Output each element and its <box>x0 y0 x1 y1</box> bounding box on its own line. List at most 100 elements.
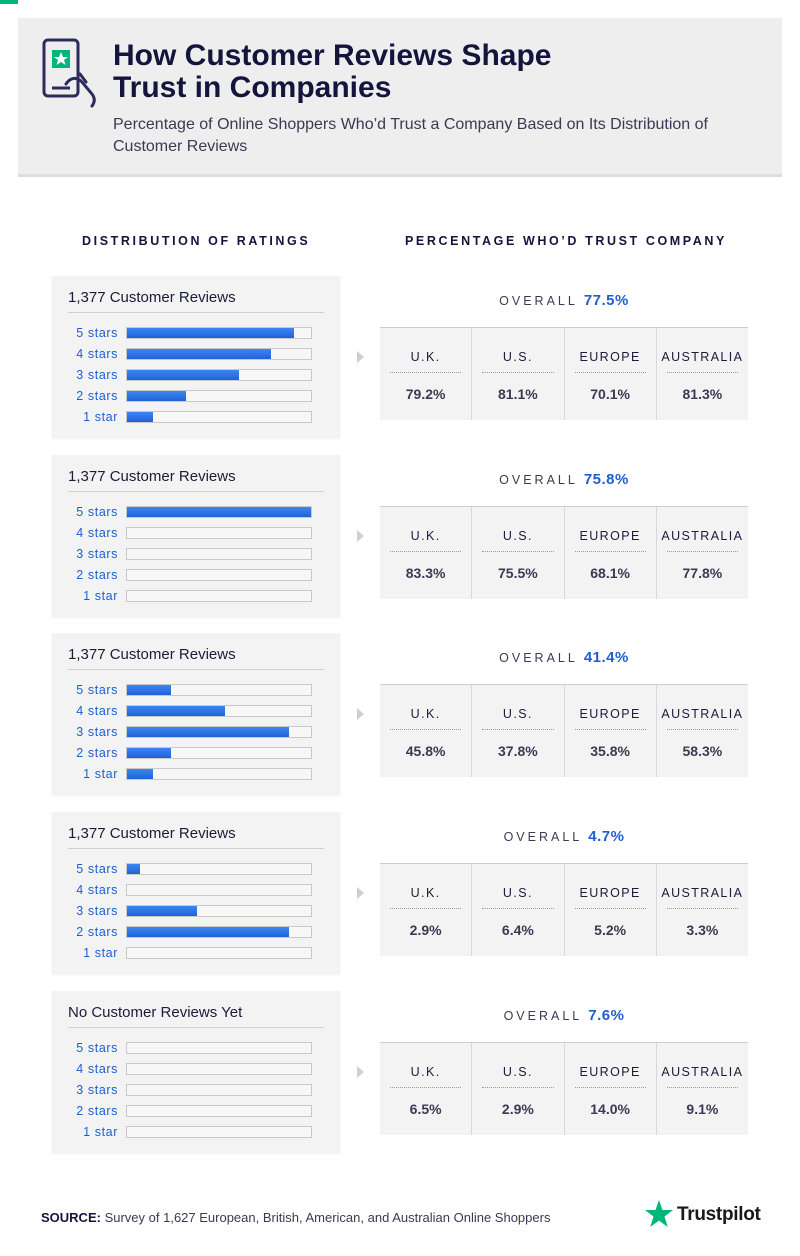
region-value: 83.3% <box>405 565 446 581</box>
region-value: 37.8% <box>498 743 538 759</box>
distribution-title: No Customer Reviews Yet <box>68 1004 243 1021</box>
source-note: SOURCE: Survey of 1,627 European, Britis… <box>41 1210 550 1225</box>
overall-label: OVERALL <box>499 473 578 487</box>
bar-track <box>126 884 312 896</box>
region-cell: U.K. 83.3% <box>380 507 473 599</box>
region-name: U.S. <box>502 886 533 900</box>
star-rating-row: 3 stars <box>52 546 340 562</box>
region-cell: EUROPE 5.2% <box>564 864 657 956</box>
star-label: 4 stars <box>76 526 118 540</box>
dotted-divider <box>390 908 462 909</box>
divider <box>68 312 324 313</box>
overall-label: OVERALL <box>499 651 578 665</box>
bar <box>127 864 140 874</box>
bar-track <box>126 768 312 780</box>
star-label: 4 stars <box>76 883 118 897</box>
bar-track <box>126 1105 312 1117</box>
divider <box>68 848 324 849</box>
overall-value: 7.6% <box>588 1007 625 1024</box>
region-value: 79.2% <box>405 386 446 402</box>
star-label: 4 stars <box>76 347 118 361</box>
dotted-divider <box>574 372 646 373</box>
star-rating-row: 4 stars <box>52 346 340 362</box>
region-name: U.S. <box>502 707 533 721</box>
title-line-1: How Customer Reviews Shape <box>113 39 552 72</box>
star-rating-row: 3 stars <box>52 724 340 740</box>
region-cell: U.K. 45.8% <box>380 685 473 777</box>
region-name: AUSTRALIA <box>661 350 744 364</box>
dotted-divider <box>482 372 554 373</box>
star-label: 2 stars <box>76 746 118 760</box>
star-rating-row: 5 stars <box>52 325 340 341</box>
corner-accent <box>0 0 18 4</box>
bar-track <box>126 590 312 602</box>
bar-track <box>126 684 312 696</box>
distribution-title: 1,377 Customer Reviews <box>68 646 236 663</box>
region-cell: U.S. 75.5% <box>472 507 565 599</box>
trustpilot-star-icon <box>645 1200 673 1227</box>
overall-value: 41.4% <box>583 649 629 666</box>
trust-column-heading: PERCENTAGE WHO’D TRUST COMPANY <box>405 234 727 248</box>
star-label: 3 stars <box>76 725 118 739</box>
dotted-divider <box>666 729 738 730</box>
star-label: 2 stars <box>76 1104 118 1118</box>
region-cell: EUROPE 35.8% <box>564 685 657 777</box>
arrow-right-icon <box>357 708 364 720</box>
region-name: AUSTRALIA <box>661 707 744 721</box>
region-cell: U.K. 79.2% <box>380 328 473 420</box>
bar <box>127 349 271 359</box>
star-rating-row: 5 stars <box>52 1040 340 1056</box>
arrow-right-icon <box>357 351 364 363</box>
bar <box>127 927 289 937</box>
region-value: 68.1% <box>590 565 630 581</box>
bar-track <box>126 1126 312 1138</box>
overall-value: 77.5% <box>583 292 629 309</box>
region-name: U.K. <box>410 886 441 900</box>
dotted-divider <box>574 1087 646 1088</box>
region-cell: EUROPE 14.0% <box>564 1043 657 1135</box>
dotted-divider <box>574 908 646 909</box>
bar-track <box>126 863 312 875</box>
page-subtitle: Percentage of Online Shoppers Who’d Trus… <box>113 116 708 155</box>
region-value: 77.8% <box>682 565 723 581</box>
distribution-title: 1,377 Customer Reviews <box>68 289 236 306</box>
region-cell: U.S. 37.8% <box>472 685 565 777</box>
region-cell: AUSTRALIA 3.3% <box>656 864 748 956</box>
bar <box>127 391 186 401</box>
region-value: 3.3% <box>686 922 719 938</box>
bar-track <box>126 348 312 360</box>
bar-track <box>126 1063 312 1075</box>
star-rating-row: 5 stars <box>52 504 340 520</box>
dotted-divider <box>666 908 738 909</box>
region-name: EUROPE <box>579 886 641 900</box>
star-label: 1 star <box>83 767 118 781</box>
chart-row: No Customer Reviews Yet 5 stars 4 stars 3 s… <box>0 991 800 1161</box>
star-rating-row: 2 stars <box>52 924 340 940</box>
region-value: 6.5% <box>409 1101 442 1117</box>
region-name: U.S. <box>502 1065 533 1079</box>
region-name: EUROPE <box>579 707 641 721</box>
star-rating-row: 4 stars <box>52 882 340 898</box>
dotted-divider <box>390 729 462 730</box>
star-label: 5 stars <box>76 1041 118 1055</box>
dotted-divider <box>482 729 554 730</box>
bar <box>127 328 295 338</box>
source-label: SOURCE: <box>41 1210 101 1225</box>
star-label: 5 stars <box>76 326 118 340</box>
region-value: 75.5% <box>498 565 538 581</box>
distribution-title: 1,377 Customer Reviews <box>68 468 236 485</box>
region-value: 9.1% <box>686 1101 719 1117</box>
trustpilot-logo-text: Trustpilot <box>677 1204 761 1225</box>
source-text: Survey of 1,627 European, British, Ameri… <box>104 1210 551 1225</box>
bar <box>127 727 289 737</box>
bar <box>127 507 311 517</box>
overall-trust: OVERALL 4.7% <box>380 828 748 845</box>
divider <box>68 669 324 670</box>
star-label: 3 stars <box>76 1083 118 1097</box>
star-rating-row: 3 stars <box>52 1082 340 1098</box>
header-banner: How Customer Reviews Shape Trust in Comp… <box>18 18 782 177</box>
bar <box>127 412 153 422</box>
region-breakdown: U.K. 45.8% U.S. 37.8% EUROPE 35.8% AUSTRALIA 58… <box>380 684 748 777</box>
star-rating-row: 5 stars <box>52 861 340 877</box>
region-cell: U.K. 6.5% <box>380 1043 473 1135</box>
